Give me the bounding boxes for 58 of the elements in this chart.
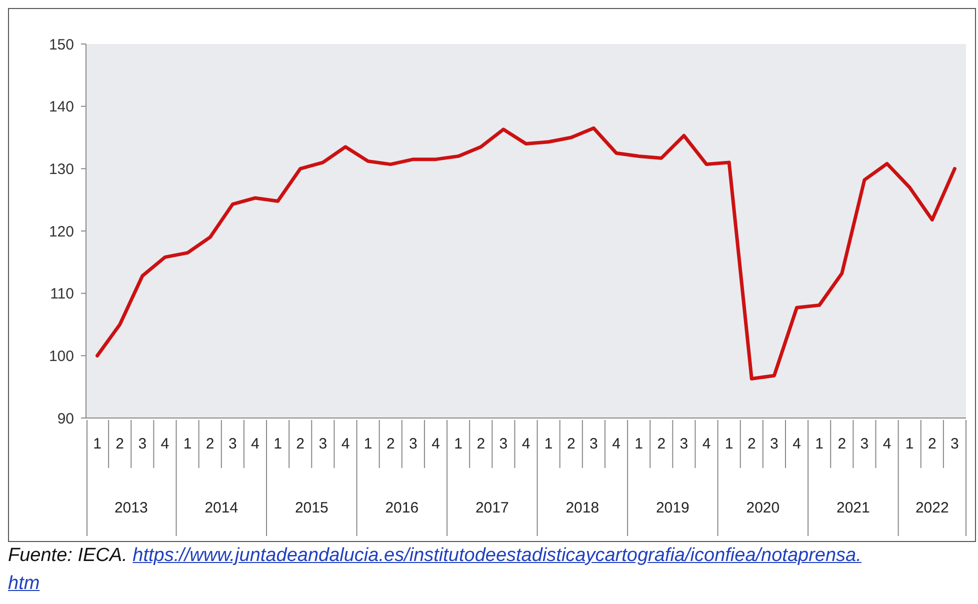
x-tick-label: 2	[566, 435, 576, 452]
x-tick-label: 4	[432, 435, 440, 452]
x-tick-label: 2	[747, 435, 756, 452]
y-tick-label: 90	[57, 410, 74, 428]
text: 2014	[204, 499, 238, 516]
x-tick-label: 4	[882, 435, 892, 452]
x-tick-label: 1	[274, 435, 282, 452]
x-tick-label: 3	[590, 435, 598, 452]
y-tick-label: 120	[48, 223, 74, 240]
x-tick-label: 3	[228, 435, 237, 452]
x-tick-label: 2	[657, 435, 666, 452]
x-tick-label: 1	[724, 435, 734, 452]
x-tick-label: 1	[544, 435, 553, 452]
text: 2018	[566, 499, 600, 516]
text: 2015	[294, 499, 328, 516]
y-tick-label: 150	[48, 36, 74, 54]
x-tick-label: 4	[612, 435, 620, 452]
x-tick-label: 3	[860, 435, 869, 452]
x-tick-label: 1	[634, 435, 643, 452]
text: 2017	[475, 499, 509, 516]
x-tick-label: 4	[160, 435, 170, 452]
text: 2013	[114, 499, 148, 516]
x-tick-label: 1	[364, 435, 372, 452]
text: 2022	[915, 499, 949, 516]
x-tick-label: 3	[680, 435, 688, 452]
x-tick-label: 4	[702, 435, 711, 452]
x-tick-label: 1	[183, 435, 192, 452]
y-tick-label: 130	[48, 160, 74, 178]
x-tick-label: 3	[138, 435, 147, 452]
x-tick-label: 3	[318, 435, 328, 452]
x-tick-label: 2	[476, 435, 486, 452]
x-tick-label: 1	[905, 435, 914, 452]
x-tick-label: 2	[206, 435, 214, 452]
x-tick-label: 2	[838, 435, 846, 452]
x-tick-label: 2	[928, 435, 936, 452]
x-tick-label: 2	[116, 435, 124, 452]
x-tick-label: 4	[341, 435, 350, 452]
x-tick-label: 1	[454, 435, 462, 452]
x-tick-label: 1	[815, 435, 824, 452]
x-tick-label: 3	[499, 435, 508, 452]
x-tick-label: 4	[522, 435, 530, 452]
line-series	[96, 126, 956, 380]
x-tick-label: 4	[792, 435, 801, 452]
x-tick-label: 3	[950, 435, 959, 452]
y-tick-label: 100	[48, 348, 74, 365]
x-tick-label: 2	[296, 435, 305, 452]
text: Fuente: IECA. https://www.juntadeandalucia.es/institutodeestadisticaycartografia/iconfiea/notaprensa.htm	[8, 545, 862, 594]
y-tick-label: 110	[50, 286, 74, 303]
x-tick-label: 3	[770, 435, 778, 452]
x-tick-label: 1	[93, 435, 102, 452]
text: 2016	[385, 499, 419, 516]
x-tick-label: 3	[409, 435, 418, 452]
x-tick-label: 2	[386, 435, 395, 452]
y-tick-label: 140	[48, 98, 74, 116]
text: 2021	[836, 499, 870, 516]
x-tick-label: 4	[251, 435, 260, 452]
text: 2019	[656, 499, 690, 516]
text: 2020	[746, 499, 780, 516]
